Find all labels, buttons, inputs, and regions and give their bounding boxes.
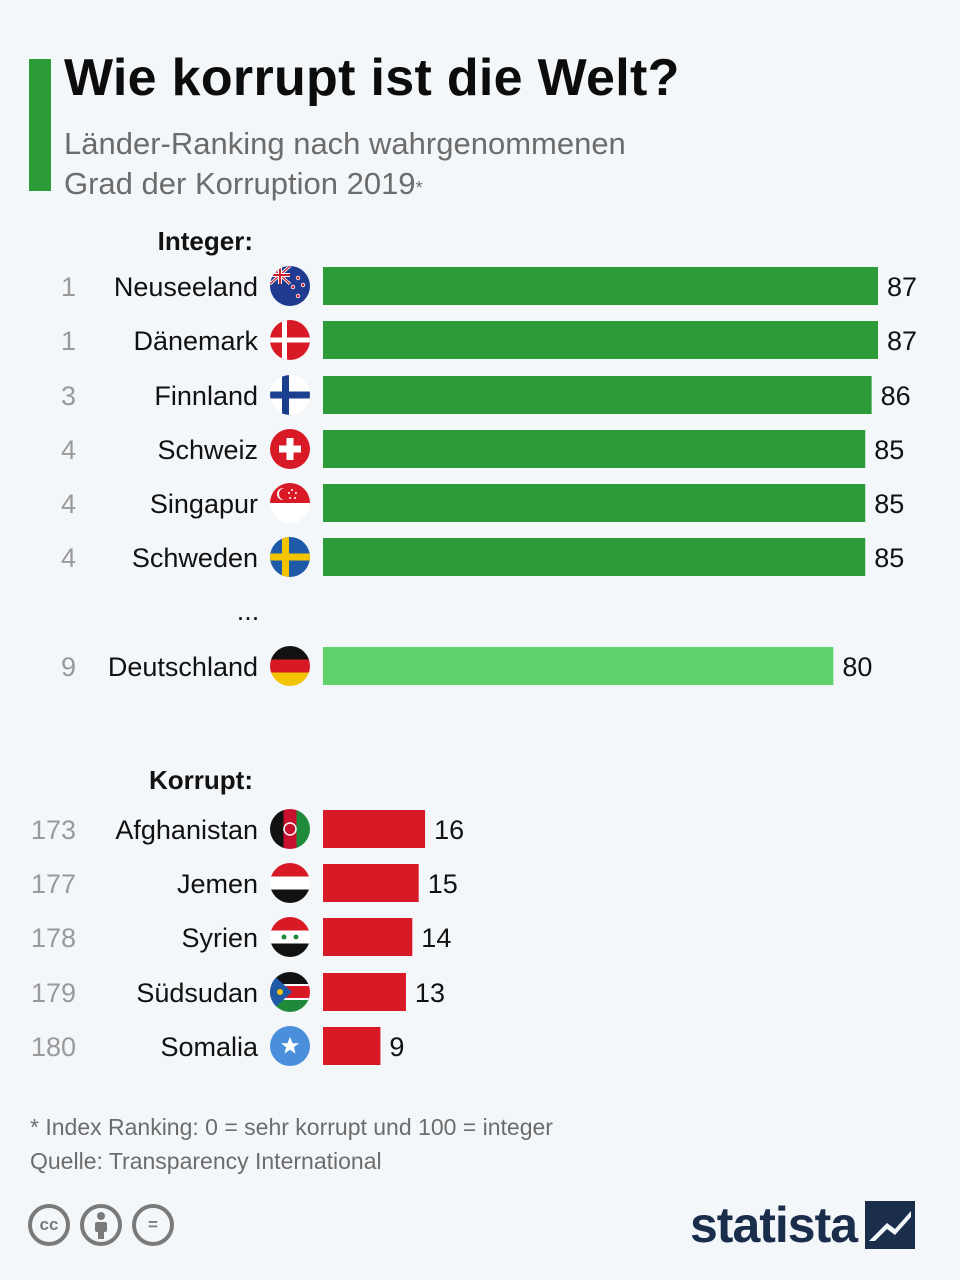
rank-label: 1: [61, 326, 76, 356]
finland-flag-icon: [270, 375, 310, 415]
value-label: 85: [874, 543, 904, 573]
bar: [323, 647, 834, 685]
subtitle-line-2: Grad der Korruption 2019*: [64, 164, 626, 204]
rank-label: 179: [31, 978, 76, 1008]
rank-label: 3: [61, 381, 76, 411]
subtitle-footnote-mark: *: [415, 178, 423, 198]
page-subtitle: Länder-Ranking nach wahrgenommenen Grad …: [64, 124, 626, 204]
rank-label: 1: [61, 272, 76, 302]
country-label: Finnland: [154, 381, 258, 411]
value-label: 14: [421, 923, 451, 953]
cc-icon-label: cc: [39, 1215, 59, 1234]
germany-flag-icon: [270, 646, 310, 686]
country-label: Afghanistan: [115, 815, 258, 845]
rank-label: 177: [31, 869, 76, 899]
nd-icon-label: =: [148, 1215, 158, 1234]
country-label: Somalia: [160, 1032, 259, 1062]
statista-logo: statista: [690, 1196, 916, 1254]
rank-label: 4: [61, 489, 76, 519]
bar: [323, 810, 426, 848]
rank-label: 173: [31, 815, 76, 845]
afghanistan-flag-icon: [270, 809, 310, 849]
country-label: Syrien: [181, 923, 258, 953]
country-label: Neuseeland: [114, 272, 258, 302]
rank-label: 180: [31, 1032, 76, 1062]
rank-label: 178: [31, 923, 76, 953]
new-zealand-flag-icon: [270, 266, 310, 306]
rank-label: 4: [61, 543, 76, 573]
yemen-flag-icon: [270, 863, 310, 903]
sweden-flag-icon: [270, 537, 310, 577]
value-label: 13: [415, 978, 445, 1008]
country-label: Dänemark: [133, 326, 258, 356]
country-label: Südsudan: [136, 978, 258, 1008]
value-label: 80: [842, 652, 872, 682]
title-accent-bar: [29, 59, 51, 191]
section-label-integer: Integer:: [158, 226, 253, 256]
value-label: 87: [887, 326, 917, 356]
bar-chart: Integer: 1 Neuseeland 87 1 Dänemark 87 3 Finnlan…: [31, 226, 917, 1066]
country-label: Schweiz: [157, 435, 258, 465]
no-derivatives-icon: =: [132, 1204, 174, 1246]
bar: [323, 538, 866, 576]
brand-name: statista: [690, 1197, 858, 1253]
index-note: * Index Ranking: 0 = sehr korrupt und 10…: [30, 1114, 553, 1140]
value-label: 87: [887, 272, 917, 302]
bar: [323, 430, 866, 468]
singapore-flag-icon: [270, 483, 310, 523]
page-title: Wie korrupt ist die Welt?: [64, 49, 680, 107]
country-label: Schweden: [132, 543, 258, 573]
license-icons: cc =: [28, 1204, 174, 1246]
bar: [323, 267, 878, 305]
denmark-flag-icon: [270, 320, 310, 360]
bar: [323, 864, 419, 902]
bar: [323, 376, 872, 414]
value-label: 86: [881, 381, 911, 411]
statista-logo-mark-icon: [865, 1201, 916, 1249]
south-sudan-flag-icon: [270, 972, 310, 1012]
value-label: 85: [874, 435, 904, 465]
subtitle-line-1: Länder-Ranking nach wahrgenommenen: [64, 126, 626, 161]
ellipsis: ...: [237, 596, 260, 626]
subtitle-line-2-text: Grad der Korruption 2019: [64, 166, 416, 201]
syria-flag-icon: [270, 917, 310, 957]
source-note: Quelle: Transparency International: [30, 1148, 382, 1174]
value-label: 16: [434, 815, 464, 845]
bar: [323, 1027, 381, 1065]
switzerland-flag-icon: [270, 429, 310, 469]
value-label: 9: [389, 1032, 404, 1062]
country-label: Singapur: [150, 489, 258, 519]
attribution-icon: [80, 1204, 122, 1246]
bar: [323, 484, 866, 522]
country-label: Deutschland: [108, 652, 258, 682]
rank-label: 9: [61, 652, 76, 682]
section-label-korrupt: Korrupt:: [149, 765, 253, 795]
value-label: 15: [428, 869, 458, 899]
footnote: * Index Ranking: 0 = sehr korrupt und 10…: [30, 1110, 553, 1178]
somalia-flag-icon: [270, 1026, 310, 1066]
cc-icon: cc: [28, 1204, 70, 1246]
value-label: 85: [874, 489, 904, 519]
country-label: Jemen: [177, 869, 258, 899]
bar: [323, 918, 413, 956]
bar: [323, 321, 878, 359]
rank-label: 4: [61, 435, 76, 465]
bar: [323, 973, 406, 1011]
